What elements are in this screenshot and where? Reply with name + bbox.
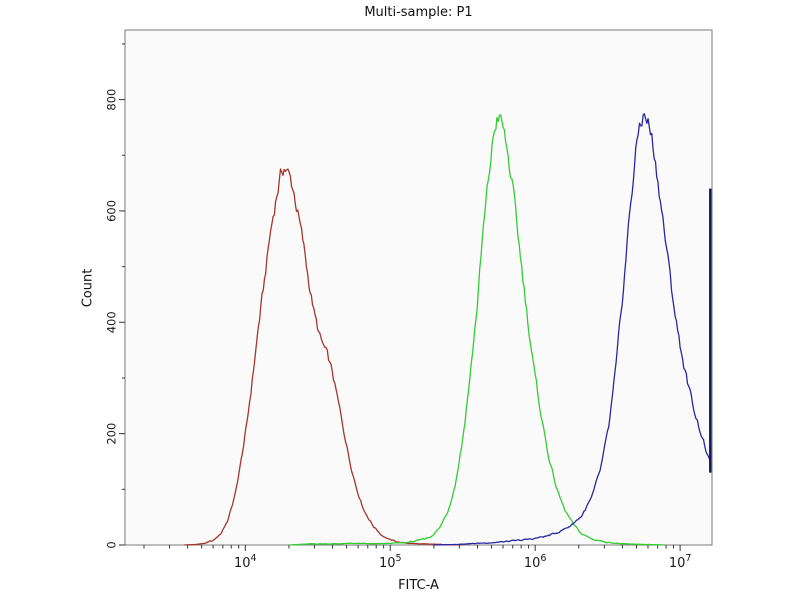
x-tick-label: 106 (524, 553, 547, 571)
series-curves (184, 113, 712, 546)
y-tick-label: 0 (105, 541, 119, 548)
x-tick-label: 105 (379, 553, 402, 571)
y-tick-label: 200 (105, 423, 119, 445)
plot-area (124, 29, 713, 546)
x-tick-label: 104 (234, 553, 257, 571)
series-curve-green (288, 114, 665, 546)
series-curve-blue (433, 113, 712, 546)
series-curve-red (184, 168, 462, 546)
y-tick-label: 400 (105, 311, 119, 333)
chart-title: Multi-sample: P1 (364, 5, 473, 20)
y-tick-label: 600 (105, 200, 119, 222)
axes-ticks (119, 43, 681, 551)
y-tick-label: 800 (105, 89, 119, 111)
y-axis-label: Count (80, 268, 96, 308)
x-axis-label: FITC-A (398, 578, 439, 593)
x-tick-label: 107 (669, 553, 692, 571)
